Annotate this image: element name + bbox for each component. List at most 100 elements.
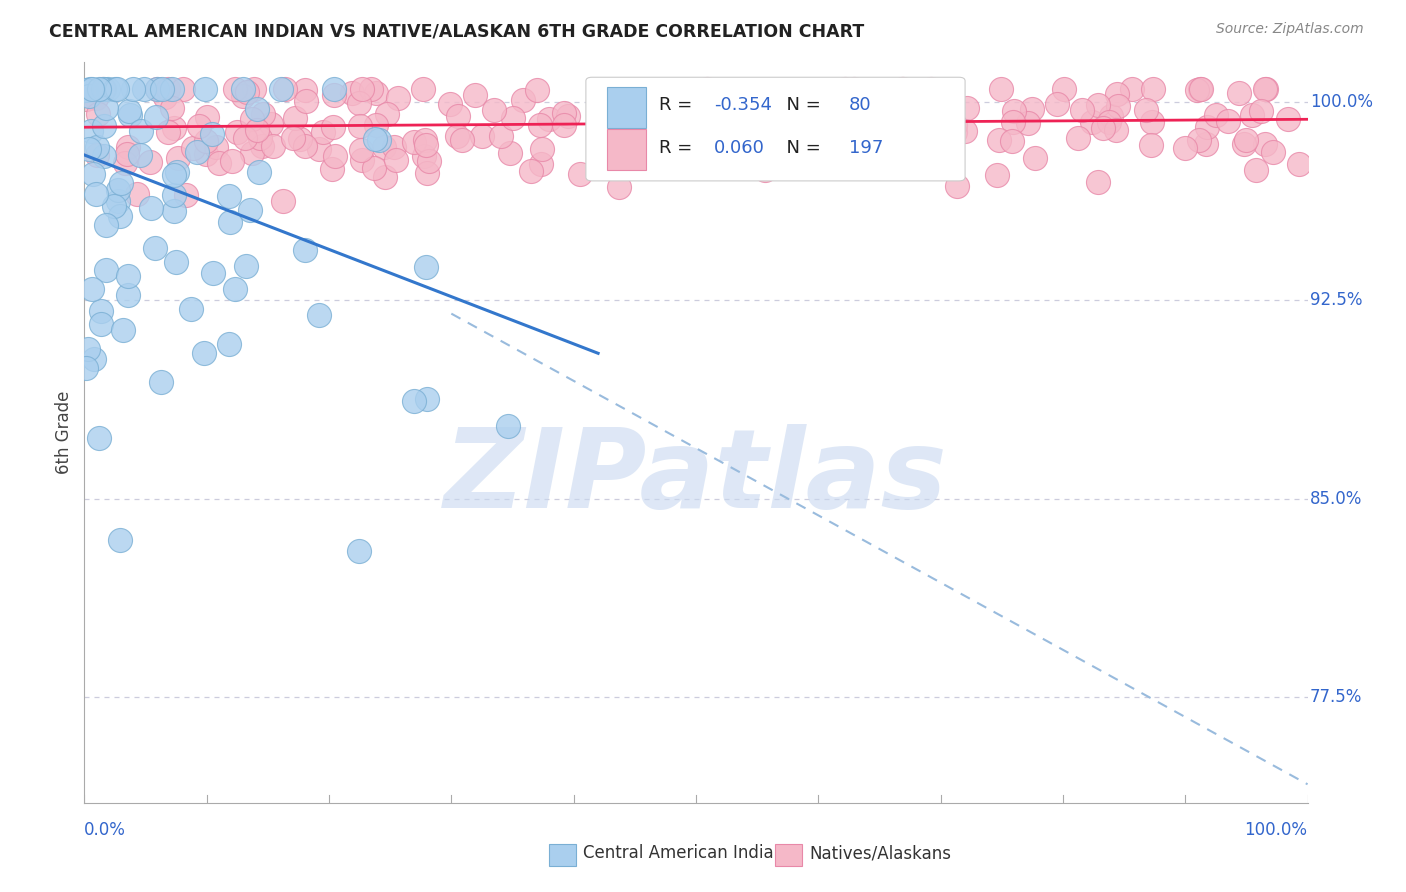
Point [80,282,103,296]
Point [1135,103,1157,117]
Point [526,82,548,96]
Point [868,122,890,136]
Point [194,82,217,96]
Point [111,323,134,337]
Point [86,147,108,161]
Point [912,94,935,108]
Text: 0.0%: 0.0% [84,822,127,839]
Point [174,187,197,202]
Point [149,375,172,389]
Bar [606,129,645,169]
Point [482,103,505,118]
Point [693,90,716,104]
Point [489,128,512,143]
Text: N =: N = [776,138,827,157]
Point [232,89,254,103]
Text: Source: ZipAtlas.com: Source: ZipAtlas.com [1216,22,1364,37]
Point [384,140,406,154]
Text: 100.0%: 100.0% [1310,93,1374,112]
Text: CENTRAL AMERICAN INDIAN VS NATIVE/ALASKAN 6TH GRADE CORRELATION CHART: CENTRAL AMERICAN INDIAN VS NATIVE/ALASKA… [49,22,865,40]
Point [385,153,408,167]
Point [763,113,786,128]
Point [93,149,115,163]
Point [627,153,650,167]
Point [117,287,139,301]
Point [139,155,162,169]
Point [193,346,215,360]
Point [464,87,486,102]
Point [1002,103,1025,118]
Point [1081,115,1104,129]
Point [404,135,426,149]
Point [1098,114,1121,128]
Point [1067,131,1090,145]
Point [195,147,218,161]
Point [1139,138,1161,153]
Point [93,82,115,96]
Point [107,183,129,197]
Point [412,82,434,96]
Point [1024,151,1046,165]
Point [1071,103,1094,117]
Point [1256,82,1278,96]
Point [252,107,274,121]
Point [157,82,180,96]
Point [876,114,898,128]
Point [252,139,274,153]
Point [110,176,132,190]
Point [1105,123,1128,137]
Point [82,167,104,181]
Point [294,83,316,97]
Point [224,82,246,96]
Point [364,118,387,132]
Point [1188,133,1211,147]
Text: N =: N = [776,96,827,114]
Point [166,165,188,179]
Point [163,188,186,202]
Point [498,418,520,433]
Point [195,110,218,124]
Point [243,82,266,96]
Point [742,118,765,132]
Point [218,337,240,351]
Point [153,90,176,104]
Point [364,132,387,146]
Point [114,156,136,170]
Point [1277,112,1299,126]
Point [1000,134,1022,148]
Text: Central American Indians: Central American Indians [583,844,793,863]
Point [844,82,866,96]
Point [735,137,758,152]
Point [260,117,283,131]
Point [446,109,468,123]
Point [891,82,914,96]
Text: 85.0%: 85.0% [1310,490,1362,508]
Text: R =: R = [659,96,699,114]
Point [1087,175,1109,189]
Point [415,260,437,274]
Point [941,99,963,113]
Point [186,145,208,160]
Point [208,156,231,170]
Point [673,136,696,151]
Point [202,266,225,280]
Point [347,544,370,558]
Point [107,194,129,209]
Point [520,164,543,178]
Point [120,108,142,122]
Point [537,112,560,126]
Point [181,141,204,155]
Y-axis label: 6th Grade: 6th Grade [55,391,73,475]
Point [86,140,108,154]
Point [235,260,257,274]
Point [915,109,938,123]
Point [824,94,846,108]
Point [75,360,97,375]
Point [925,132,948,146]
Text: 0.060: 0.060 [714,138,765,157]
Text: R =: R = [659,138,699,157]
Point [1002,115,1025,129]
Point [226,125,249,139]
Point [373,140,395,154]
Point [96,262,118,277]
